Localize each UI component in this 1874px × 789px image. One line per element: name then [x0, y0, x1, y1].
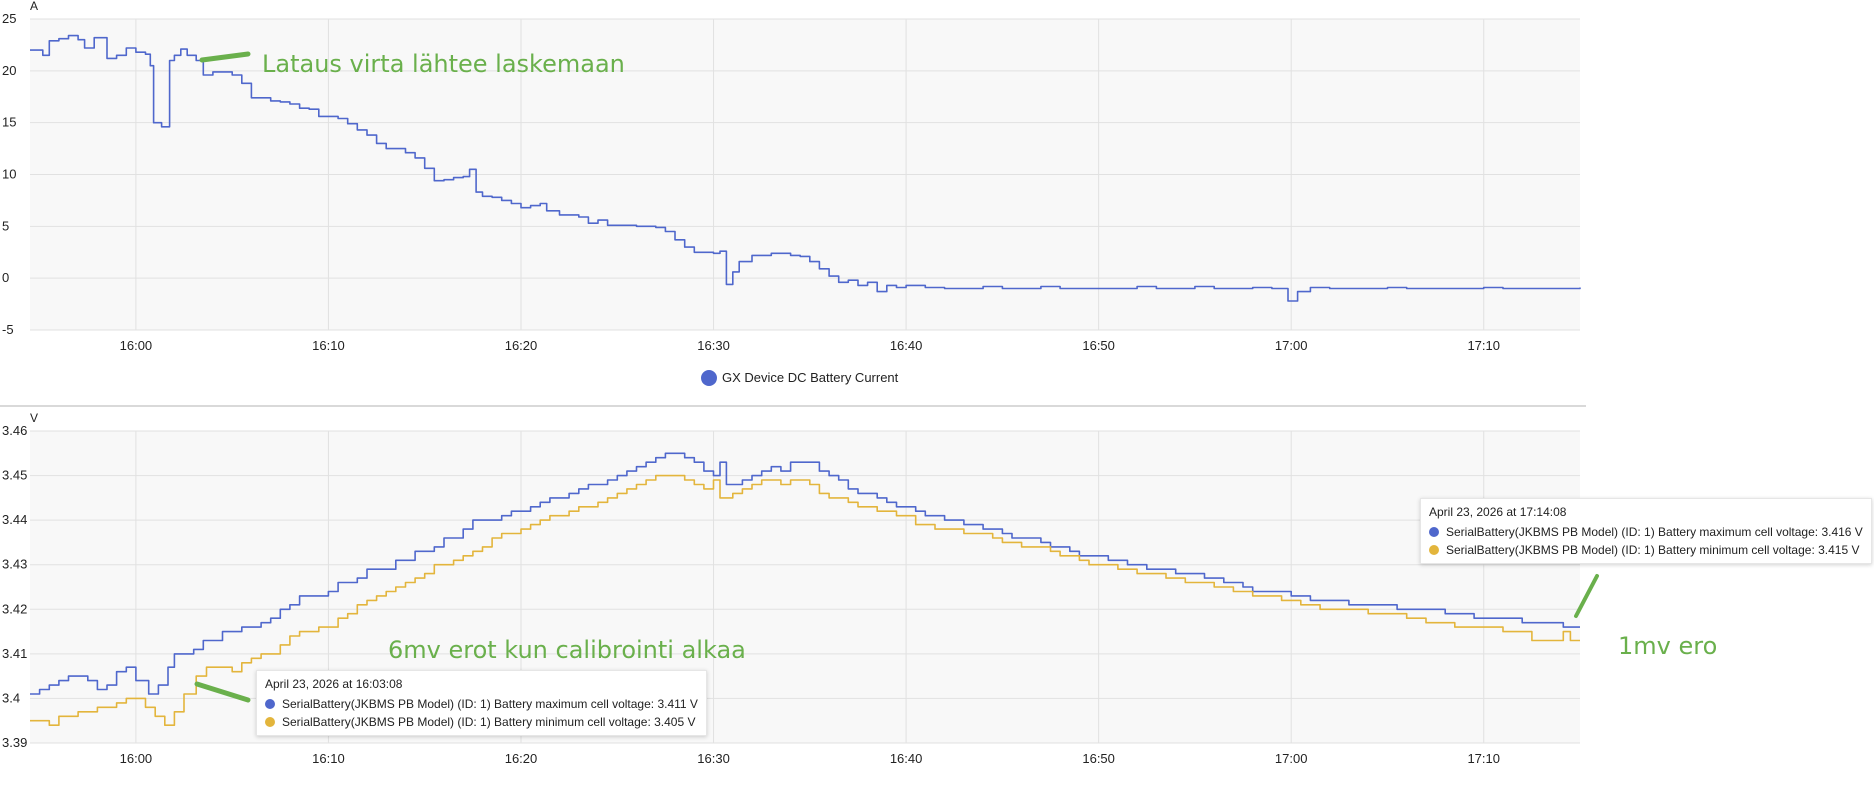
tooltip-row-min-text: SerialBattery(JKBMS PB Model) (ID: 1) Ba…	[282, 715, 696, 729]
y-tick-label: 3.41	[2, 646, 27, 661]
x-tick-label: 17:10	[1467, 751, 1500, 766]
tooltip-row-max: SerialBattery(JKBMS PB Model) (ID: 1) Ba…	[265, 695, 698, 713]
tooltip-title: April 23, 2026 at 16:03:08	[265, 677, 403, 691]
tooltip-1714: April 23, 2026 at 17:14:08 SerialBattery…	[1420, 498, 1872, 564]
y-tick-label: -5	[2, 322, 14, 337]
tooltip-row-min: SerialBattery(JKBMS PB Model) (ID: 1) Ba…	[265, 713, 698, 731]
series-line-current	[30, 34, 1581, 302]
y-tick-label: 3.43	[2, 557, 27, 572]
y-tick-label: 3.39	[2, 735, 27, 750]
x-tick-label: 16:30	[697, 338, 730, 353]
series-line-max	[30, 452, 1580, 695]
annotation-charge-current: Lataus virta lähtee laskemaan	[262, 50, 625, 78]
y-tick-label: 15	[2, 115, 16, 130]
y-tick-label: 3.42	[2, 601, 27, 616]
y-tick-label: 3.4	[2, 690, 20, 705]
blank-right-area	[1586, 0, 1874, 789]
battery-current-chart: 25 20 15 10 5 0 -5 16:00 16:10 16:20 16:30 16:40 16…	[2, 0, 1581, 386]
x-tick-label: 16:40	[890, 751, 923, 766]
chart-legend[interactable]: GX Device DC Battery Current	[701, 370, 899, 386]
annotation-calibration: 6mv erot kun calibrointi alkaa	[388, 636, 746, 664]
tooltip-row-max-text: SerialBattery(JKBMS PB Model) (ID: 1) Ba…	[282, 697, 698, 711]
y-tick-label: 0	[2, 270, 9, 285]
tooltip-row-max: SerialBattery(JKBMS PB Model) (ID: 1) Ba…	[1429, 523, 1863, 541]
x-tick-label: 16:20	[505, 338, 538, 353]
x-tick-label: 16:00	[120, 338, 153, 353]
annotation-1mv: 1mv ero	[1618, 632, 1718, 660]
tooltip-row-min: SerialBattery(JKBMS PB Model) (ID: 1) Ba…	[1429, 541, 1863, 559]
y-tick-label: 3.46	[2, 423, 27, 438]
tooltip-row-min-text: SerialBattery(JKBMS PB Model) (ID: 1) Ba…	[1446, 543, 1860, 557]
max-color-dot	[265, 699, 275, 709]
annotation-stroke-middle	[194, 681, 251, 703]
y-tick-label: 20	[2, 63, 16, 78]
min-color-dot	[265, 717, 275, 727]
tooltip-1603: April 23, 2026 at 16:03:08 SerialBattery…	[256, 670, 707, 736]
bottom-unit-label: V	[30, 411, 38, 425]
legend-dot-current	[701, 370, 717, 386]
x-tick-label: 16:50	[1082, 338, 1115, 353]
tooltip-title: April 23, 2026 at 17:14:08	[1429, 505, 1567, 519]
x-tick-label: 16:30	[697, 751, 730, 766]
x-tick-label: 17:00	[1275, 751, 1308, 766]
x-tick-label: 16:10	[312, 338, 345, 353]
y-tick-label: 10	[2, 167, 16, 182]
y-tick-label: 25	[2, 11, 16, 26]
annotation-stroke-top	[199, 51, 251, 63]
x-tick-label: 16:50	[1082, 751, 1115, 766]
x-tick-label: 17:00	[1275, 338, 1308, 353]
x-tick-label: 16:10	[312, 751, 345, 766]
y-tick-label: 5	[2, 218, 9, 233]
max-color-dot	[1429, 527, 1439, 537]
y-tick-label: 3.45	[2, 468, 27, 483]
y-tick-label: 3.44	[2, 512, 27, 527]
tooltip-row-max-text: SerialBattery(JKBMS PB Model) (ID: 1) Ba…	[1446, 525, 1863, 539]
annotation-stroke-right	[1574, 574, 1599, 618]
top-unit-label: A	[30, 0, 38, 13]
x-tick-label: 16:20	[505, 751, 538, 766]
chart-divider	[0, 405, 1586, 407]
x-tick-label: 16:00	[120, 751, 153, 766]
x-tick-label: 16:40	[890, 338, 923, 353]
series-line-min	[30, 474, 1580, 726]
x-tick-label: 17:10	[1467, 338, 1500, 353]
legend-label-current: GX Device DC Battery Current	[722, 370, 899, 385]
min-color-dot	[1429, 545, 1439, 555]
